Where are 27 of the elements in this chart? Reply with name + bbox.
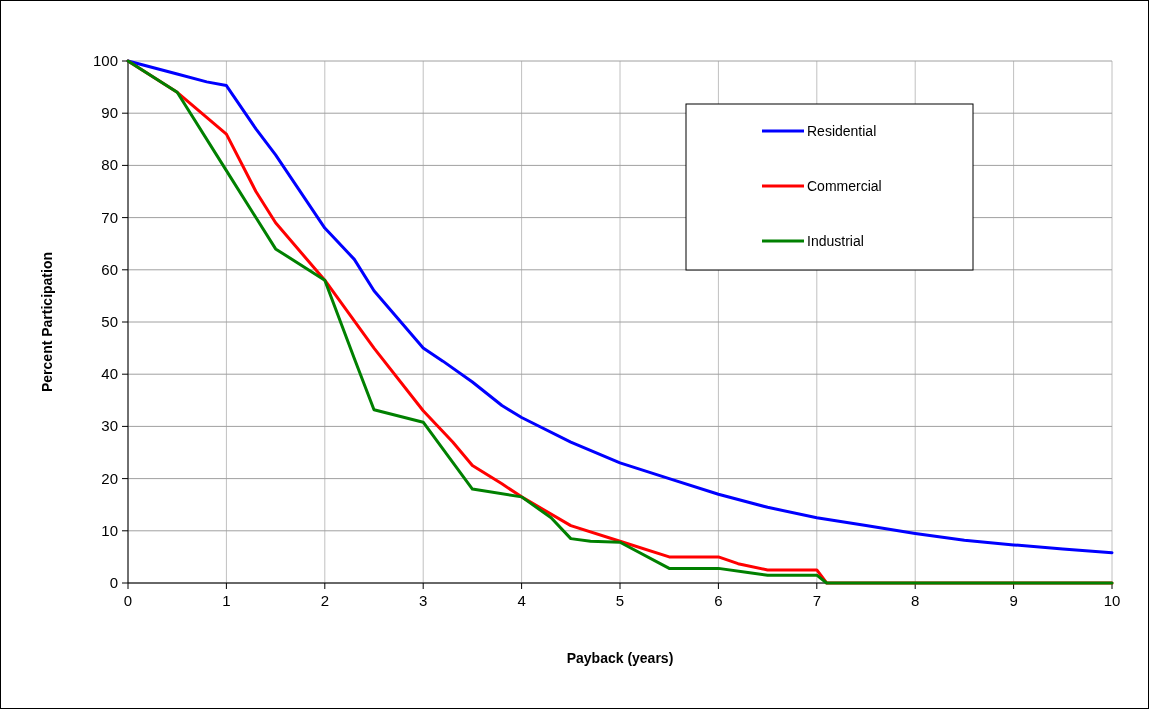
y-tick-label: 10 — [101, 521, 118, 539]
legend-label: Commercial — [807, 178, 882, 194]
y-tick-label: 40 — [101, 365, 118, 383]
x-tick-label: 3 — [419, 592, 428, 609]
y-tick-label: 100 — [92, 52, 118, 69]
x-tick-label: 6 — [714, 592, 723, 609]
x-tick-label: 5 — [615, 592, 625, 609]
x-tick-label: 9 — [1009, 592, 1018, 609]
y-tick-label: 50 — [101, 313, 118, 330]
y-tick-label: 70 — [101, 208, 118, 226]
y-tick-label: 90 — [101, 104, 118, 122]
legend-label: Residential — [807, 123, 877, 139]
y-tick-label: 0 — [109, 574, 118, 591]
legend-label: Industrial — [807, 233, 864, 249]
x-axis-title: Payback (years) — [566, 650, 674, 666]
x-tick-label: 7 — [812, 592, 821, 609]
x-tick-label: 4 — [517, 592, 526, 609]
y-tick-label: 20 — [101, 469, 118, 487]
y-axis-title: Percent Participation — [39, 251, 55, 393]
x-tick-label: 0 — [123, 592, 133, 609]
y-tick-label: 80 — [101, 156, 118, 174]
x-tick-label: 10 — [1103, 592, 1121, 609]
x-tick-label: 1 — [222, 592, 231, 609]
y-tick-label: 30 — [101, 417, 118, 435]
x-tick-label: 8 — [911, 592, 920, 609]
x-tick-label: 2 — [320, 592, 329, 609]
y-tick-label: 60 — [101, 260, 118, 278]
